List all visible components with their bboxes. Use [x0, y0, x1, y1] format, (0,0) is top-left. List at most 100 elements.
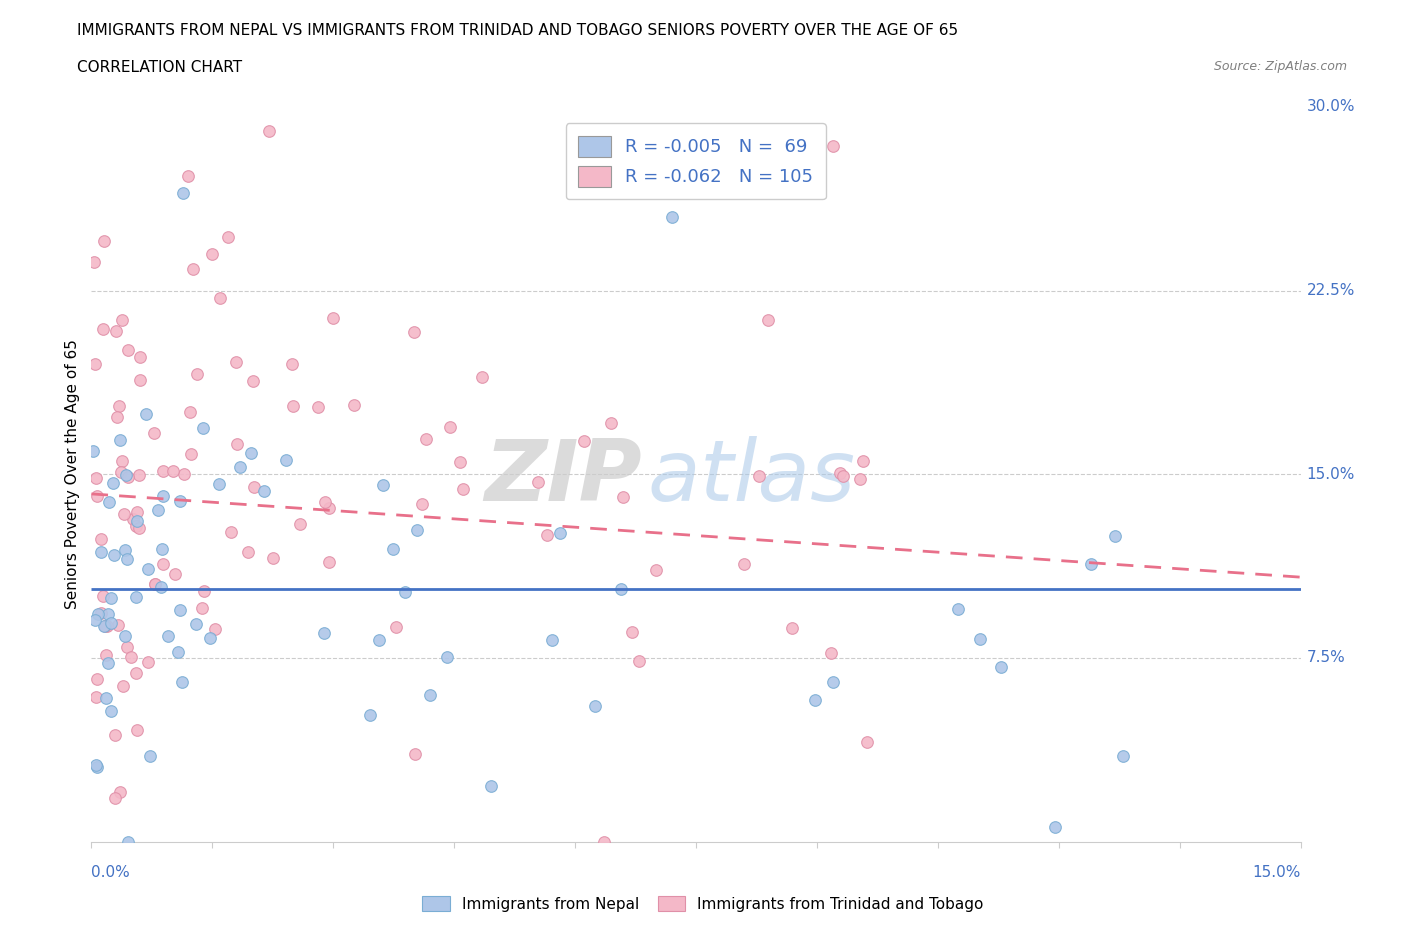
Point [821, 675, 844, 690]
Point [90, 605, 112, 620]
Point [117, 342, 139, 357]
Point [946, 602, 969, 617]
Point [628, 653, 651, 668]
Point [84, 470, 107, 485]
Point [162, 463, 184, 478]
Point [112, 507, 135, 522]
Point [127, 504, 149, 519]
Point [169, 493, 191, 508]
Point [384, 619, 406, 634]
Point [143, 577, 166, 591]
Text: 15.0%: 15.0% [1253, 865, 1301, 880]
Point [411, 497, 433, 512]
Point [129, 350, 152, 365]
Point [104, 791, 127, 806]
Point [83, 612, 105, 627]
Point [96, 647, 118, 662]
Point [186, 617, 208, 631]
Point [177, 168, 200, 183]
Point [108, 398, 131, 413]
Point [110, 454, 132, 469]
Point [96, 618, 118, 633]
Point [90, 531, 112, 546]
Point [86, 759, 108, 774]
Point [257, 124, 280, 139]
Point [128, 468, 150, 483]
Point [114, 542, 136, 557]
Point [117, 834, 139, 849]
Point [143, 426, 166, 441]
Point [240, 445, 263, 460]
Point [169, 603, 191, 618]
Point [359, 708, 381, 723]
Point [645, 563, 668, 578]
Point [104, 728, 127, 743]
Point [186, 366, 208, 381]
Point [163, 567, 186, 582]
Point [600, 416, 623, 431]
Point [307, 400, 329, 415]
Point [124, 589, 146, 604]
Legend: R = -0.005   N =  69, R = -0.062   N = 105: R = -0.005 N = 69, R = -0.062 N = 105 [565, 124, 827, 199]
Point [152, 556, 174, 571]
Point [322, 310, 344, 325]
Point [1104, 529, 1126, 544]
Point [748, 469, 770, 484]
Point [820, 646, 842, 661]
Point [314, 495, 336, 510]
Point [1043, 819, 1066, 834]
Point [526, 474, 548, 489]
Point [262, 551, 284, 565]
Text: 7.5%: 7.5% [1306, 650, 1346, 666]
Point [394, 584, 416, 599]
Point [91, 589, 114, 604]
Point [1080, 557, 1102, 572]
Point [114, 629, 136, 644]
Point [536, 527, 558, 542]
Point [439, 419, 461, 434]
Point [193, 583, 215, 598]
Text: IMMIGRANTS FROM NEPAL VS IMMIGRANTS FROM TRINIDAD AND TOBAGO SENIORS POVERTY OVE: IMMIGRANTS FROM NEPAL VS IMMIGRANTS FROM… [77, 23, 959, 38]
Point [201, 246, 224, 261]
Point [181, 262, 204, 277]
Point [180, 446, 202, 461]
Point [191, 420, 214, 435]
Point [93, 618, 115, 633]
Point [129, 373, 152, 388]
Point [229, 459, 252, 474]
Point [804, 693, 827, 708]
Point [204, 622, 226, 637]
Point [86, 488, 108, 503]
Point [253, 484, 276, 498]
Point [104, 324, 127, 339]
Point [87, 607, 110, 622]
Point [93, 618, 115, 633]
Point [208, 477, 231, 492]
Point [152, 463, 174, 478]
Point [125, 723, 148, 737]
Point [823, 139, 845, 153]
Point [404, 747, 426, 762]
Point [107, 618, 129, 632]
Point [733, 557, 755, 572]
Legend: Immigrants from Nepal, Immigrants from Trinidad and Tobago: Immigrants from Nepal, Immigrants from T… [416, 889, 990, 918]
Point [406, 523, 429, 538]
Point [274, 453, 297, 468]
Point [84, 357, 107, 372]
Point [152, 541, 174, 556]
Point [82, 444, 104, 458]
Text: 15.0%: 15.0% [1306, 467, 1355, 482]
Point [136, 562, 159, 577]
Text: ZIP: ZIP [484, 436, 641, 520]
Point [135, 406, 157, 421]
Point [191, 601, 214, 616]
Point [84, 689, 107, 704]
Point [1112, 749, 1135, 764]
Point [572, 434, 595, 449]
Point [172, 186, 194, 201]
Point [419, 687, 441, 702]
Point [402, 325, 425, 339]
Point [661, 210, 683, 225]
Point [288, 517, 311, 532]
Point [86, 671, 108, 686]
